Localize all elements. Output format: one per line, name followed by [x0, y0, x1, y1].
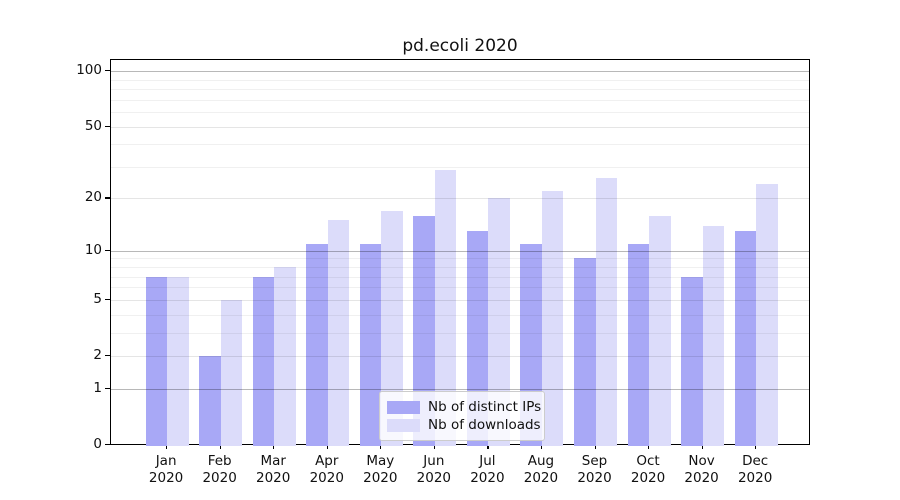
- legend-item-downloads: Nb of downloads: [387, 416, 541, 434]
- y-tick-label: 5: [93, 290, 102, 307]
- minor-gridline: [111, 332, 809, 334]
- bar-downloads: [756, 184, 778, 446]
- y-tick-mark: [105, 387, 110, 390]
- bar-downloads: [488, 198, 510, 446]
- chart-title: pd.ecoli 2020: [402, 36, 518, 56]
- major-gridline: [111, 126, 809, 128]
- x-tick-mark: [433, 445, 436, 449]
- major-gridline: [111, 299, 809, 301]
- x-tick-label: May 2020: [363, 453, 398, 486]
- legend-item-distinct-ips: Nb of distinct IPs: [387, 398, 541, 416]
- minor-gridline: [111, 258, 809, 260]
- y-tick-label: 1: [93, 379, 102, 396]
- major-gridline: [111, 198, 809, 200]
- x-tick-label: Jun 2020: [416, 453, 452, 486]
- minor-gridline: [111, 287, 809, 289]
- x-tick-mark: [540, 445, 543, 449]
- y-tick-mark: [105, 444, 110, 446]
- bar-downloads: [702, 225, 725, 446]
- bar-distinct-ips: [681, 276, 703, 446]
- bar-downloads: [541, 191, 564, 446]
- x-tick-label: Nov 2020: [684, 453, 719, 486]
- x-tick-label: Jul 2020: [470, 453, 505, 486]
- major-gridline: [111, 356, 809, 357]
- y-tick-mark: [105, 70, 110, 72]
- x-tick-mark: [273, 445, 275, 449]
- y-tick-label: 10: [84, 241, 102, 258]
- bar-distinct-ips: [199, 356, 221, 446]
- major-gridline: [111, 388, 809, 390]
- x-tick-mark: [594, 445, 596, 449]
- x-tick-mark: [326, 445, 328, 449]
- bar-distinct-ips: [252, 276, 275, 446]
- bar-downloads: [220, 299, 243, 446]
- x-tick-mark: [701, 445, 703, 449]
- x-tick-mark: [648, 445, 650, 449]
- y-tick-mark: [105, 125, 110, 127]
- bar-distinct-ips: [145, 276, 168, 446]
- minor-gridline: [111, 267, 809, 269]
- bar-distinct-ips: [413, 215, 435, 446]
- legend-swatch-distinct-ips: [387, 400, 420, 414]
- legend: Nb of distinct IPs Nb of downloads: [379, 391, 545, 441]
- y-tick-label: 20: [84, 189, 102, 206]
- bar-downloads: [274, 267, 296, 446]
- minor-gridline: [111, 166, 809, 168]
- x-tick-label: Dec 2020: [737, 453, 773, 486]
- x-tick-label: Mar 2020: [256, 453, 291, 486]
- minor-gridline: [111, 112, 809, 114]
- x-tick-mark: [166, 445, 168, 449]
- y-tick-label: 0: [93, 436, 102, 452]
- x-tick-mark: [380, 445, 382, 449]
- y-tick-label: 2: [93, 347, 102, 363]
- y-tick-mark: [105, 197, 110, 199]
- x-tick-mark: [487, 445, 489, 449]
- x-tick-label: Oct 2020: [630, 453, 666, 486]
- bar-distinct-ips: [734, 231, 757, 446]
- bar-downloads: [167, 276, 189, 446]
- minor-gridline: [111, 314, 809, 316]
- minor-gridline: [111, 89, 809, 91]
- bar-distinct-ips: [306, 243, 328, 446]
- minor-gridline: [111, 276, 809, 278]
- bar-downloads: [595, 178, 617, 446]
- legend-label-downloads: Nb of downloads: [428, 417, 541, 433]
- bar-distinct-ips: [574, 258, 596, 446]
- y-tick-mark: [105, 355, 110, 357]
- bar-downloads: [327, 220, 350, 446]
- minor-gridline: [111, 144, 809, 146]
- y-tick-mark: [105, 298, 110, 301]
- plot-area: [110, 59, 810, 446]
- bar-downloads: [381, 210, 403, 446]
- x-tick-label: Aug 2020: [523, 453, 559, 486]
- y-tick-mark: [105, 249, 110, 251]
- bar-downloads: [649, 215, 671, 446]
- legend-swatch-downloads: [387, 418, 420, 432]
- bar-distinct-ips: [359, 243, 382, 446]
- minor-gridline: [111, 99, 809, 101]
- x-tick-mark: [755, 445, 757, 449]
- major-gridline: [111, 250, 809, 252]
- x-tick-label: Feb 2020: [202, 453, 237, 486]
- y-tick-label: 50: [84, 117, 102, 134]
- bar-downloads: [434, 169, 457, 446]
- x-tick-mark: [219, 445, 221, 449]
- y-tick-label: 100: [76, 62, 102, 79]
- bar-distinct-ips: [627, 243, 650, 446]
- x-tick-label: Apr 2020: [309, 453, 344, 486]
- minor-gridline: [111, 79, 809, 81]
- x-tick-label: Jan 2020: [148, 453, 184, 486]
- legend-label-distinct-ips: Nb of distinct IPs: [428, 399, 542, 415]
- major-gridline: [111, 71, 809, 73]
- x-tick-label: Sep 2020: [577, 453, 612, 486]
